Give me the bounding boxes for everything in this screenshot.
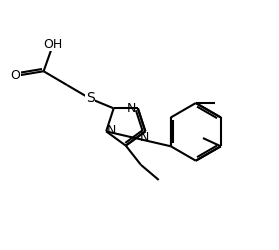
Text: N: N: [127, 102, 136, 115]
Text: N: N: [139, 131, 149, 144]
Text: O: O: [10, 69, 20, 82]
Text: OH: OH: [43, 38, 62, 51]
Text: N: N: [107, 124, 116, 137]
Text: S: S: [86, 92, 95, 106]
